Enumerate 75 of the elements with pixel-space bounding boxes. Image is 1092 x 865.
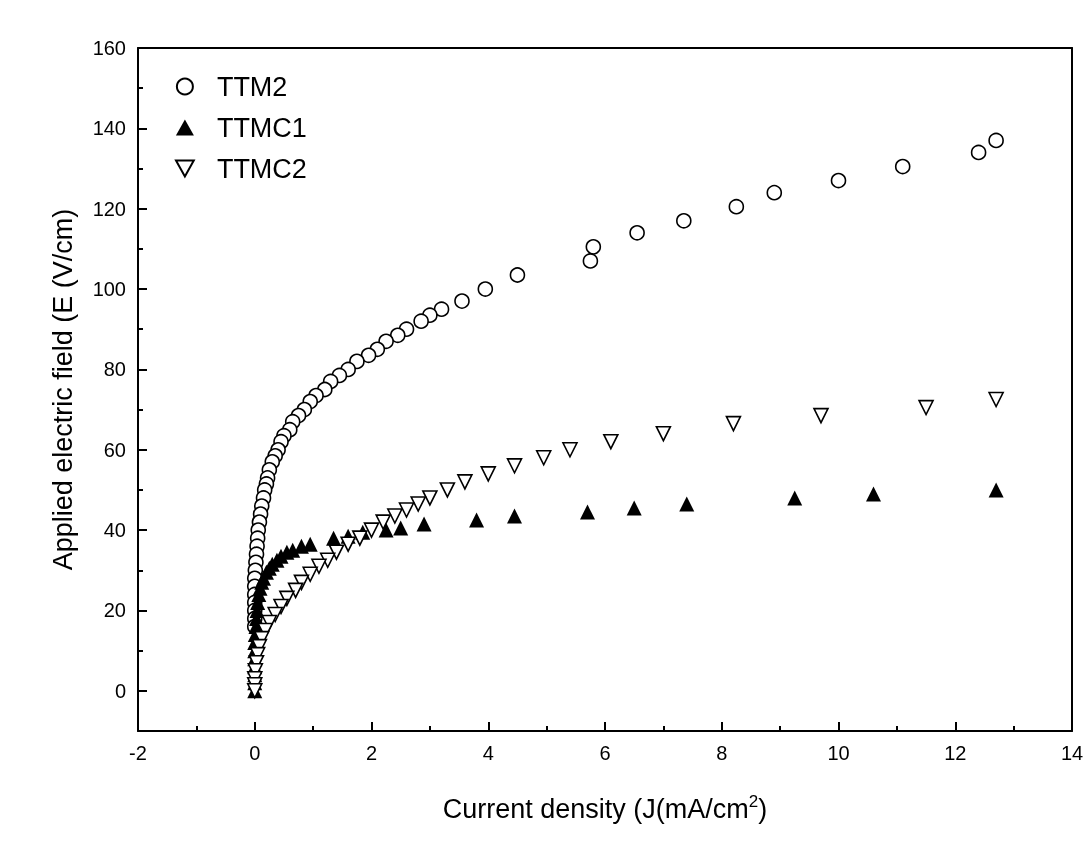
point — [477, 281, 494, 297]
point — [676, 212, 692, 229]
legend-label: TTMC1 — [216, 112, 307, 143]
x-tick-label: 14 — [1060, 742, 1084, 764]
point — [360, 347, 377, 364]
point — [970, 144, 987, 161]
point — [457, 474, 473, 490]
point — [302, 566, 319, 583]
point — [375, 514, 391, 530]
point — [363, 522, 380, 538]
point — [830, 172, 847, 189]
x-tick-label: 4 — [482, 742, 494, 764]
point — [988, 482, 1004, 498]
point — [416, 516, 432, 532]
y-tick-label: 80 — [103, 358, 126, 381]
point — [509, 267, 526, 283]
point — [626, 500, 642, 516]
x-tick-label: 8 — [716, 742, 728, 764]
point — [585, 239, 602, 255]
point — [506, 458, 523, 474]
y-tick-label: 100 — [92, 278, 126, 301]
point — [603, 433, 619, 450]
x-tick-label: -2 — [129, 742, 147, 764]
legend-label: TTMC2 — [216, 153, 307, 184]
point — [787, 490, 803, 506]
point — [988, 391, 1004, 408]
point — [480, 466, 497, 482]
point — [398, 502, 415, 518]
point — [507, 508, 523, 524]
point — [562, 441, 578, 458]
point — [340, 536, 356, 552]
y-tick-label: 40 — [103, 519, 126, 542]
x-tick-label: 2 — [365, 742, 378, 764]
point — [439, 482, 456, 498]
y-tick-label: 20 — [103, 599, 126, 622]
point — [422, 490, 438, 506]
x-tick-label: 10 — [827, 742, 850, 764]
point — [535, 450, 552, 466]
point — [410, 496, 426, 512]
point — [378, 522, 394, 538]
y-tick-label: 0 — [114, 679, 126, 702]
point — [988, 132, 1004, 149]
point — [766, 184, 783, 201]
y-tick-label: 160 — [92, 37, 126, 59]
point — [866, 486, 882, 502]
point — [469, 512, 485, 528]
point — [725, 415, 742, 432]
y-tick-label: 120 — [92, 197, 126, 220]
point — [454, 293, 470, 309]
point — [728, 198, 745, 215]
point — [679, 496, 695, 512]
legend-label: TTM2 — [216, 71, 288, 102]
point — [813, 407, 829, 424]
x-tick-label: 12 — [944, 742, 967, 764]
point — [413, 313, 429, 329]
point — [918, 399, 934, 416]
point — [579, 504, 595, 520]
point — [387, 508, 403, 524]
y-tick-label: 60 — [103, 438, 126, 461]
x-tick-label: 6 — [599, 742, 611, 764]
point — [389, 327, 406, 344]
point — [328, 544, 345, 561]
x-tick-label: 0 — [249, 742, 261, 764]
point — [582, 253, 599, 269]
point — [319, 552, 336, 569]
y-tick-label: 140 — [92, 117, 126, 140]
point — [894, 158, 911, 175]
point — [433, 301, 450, 317]
point — [655, 425, 672, 442]
point — [287, 582, 304, 599]
point — [352, 530, 368, 546]
y-axis-title: Applied electric field (E (V/cm) — [47, 208, 78, 571]
point — [629, 225, 645, 241]
point — [393, 520, 409, 536]
point — [311, 558, 327, 575]
